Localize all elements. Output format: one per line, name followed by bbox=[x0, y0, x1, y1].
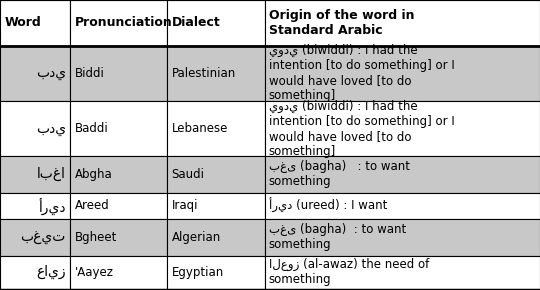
Text: يودي (biwiddi) : I had the
intention [to do something] or I
would have loved [to: يودي (biwiddi) : I had the intention [to… bbox=[269, 99, 455, 158]
Text: Origin of the word in
Standard Arabic: Origin of the word in Standard Arabic bbox=[269, 9, 414, 37]
Text: Palestinian: Palestinian bbox=[172, 67, 236, 80]
Bar bbox=[265, 156, 540, 193]
Bar bbox=[0, 46, 70, 101]
Text: 'Aayez: 'Aayez bbox=[75, 266, 113, 279]
Text: Iraqi: Iraqi bbox=[172, 200, 198, 212]
Text: بدي: بدي bbox=[36, 122, 66, 136]
Bar bbox=[167, 156, 265, 193]
Bar bbox=[167, 193, 265, 219]
Text: Areed: Areed bbox=[75, 200, 109, 212]
Text: Bgheet: Bgheet bbox=[75, 231, 117, 244]
Text: بغى (bagha)  : to want
something: بغى (bagha) : to want something bbox=[269, 224, 406, 251]
Bar bbox=[70, 101, 167, 156]
Text: العوز (al-awaz) the need of
something: العوز (al-awaz) the need of something bbox=[269, 258, 429, 286]
Text: Lebanese: Lebanese bbox=[172, 122, 228, 135]
Bar bbox=[167, 255, 265, 289]
Bar bbox=[0, 156, 70, 193]
Bar bbox=[70, 46, 167, 101]
Bar bbox=[167, 46, 265, 101]
Text: Baddi: Baddi bbox=[75, 122, 109, 135]
Bar bbox=[0, 219, 70, 255]
Text: يودي (biwiddi) : I had the
intention [to do something] or I
would have loved [to: يودي (biwiddi) : I had the intention [to… bbox=[269, 44, 455, 102]
Bar bbox=[70, 193, 167, 219]
Text: Algerian: Algerian bbox=[172, 231, 221, 244]
Bar bbox=[167, 219, 265, 255]
Bar bbox=[265, 255, 540, 289]
Bar bbox=[265, 46, 540, 101]
Text: Word: Word bbox=[4, 16, 41, 29]
Text: Dialect: Dialect bbox=[172, 16, 220, 29]
Text: Pronunciation: Pronunciation bbox=[75, 16, 172, 29]
Bar bbox=[70, 219, 167, 255]
Text: بغيت: بغيت bbox=[21, 231, 66, 244]
Text: بدي: بدي bbox=[36, 66, 66, 80]
Bar bbox=[167, 101, 265, 156]
Text: ابغا: ابغا bbox=[37, 167, 66, 182]
Text: Abgha: Abgha bbox=[75, 168, 112, 181]
Text: Saudi: Saudi bbox=[172, 168, 205, 181]
Bar bbox=[0, 0, 70, 46]
Text: Egyptian: Egyptian bbox=[172, 266, 224, 279]
Bar bbox=[0, 193, 70, 219]
Bar bbox=[265, 193, 540, 219]
Bar bbox=[265, 0, 540, 46]
Text: عايز: عايز bbox=[36, 265, 66, 279]
Text: بغى (bagha)   : to want
something: بغى (bagha) : to want something bbox=[269, 160, 410, 188]
Text: أريد (ureed) : I want: أريد (ureed) : I want bbox=[269, 198, 387, 213]
Bar bbox=[265, 219, 540, 255]
Bar bbox=[70, 255, 167, 289]
Text: أريد: أريد bbox=[38, 197, 66, 215]
Bar bbox=[70, 156, 167, 193]
Bar bbox=[167, 0, 265, 46]
Bar bbox=[265, 101, 540, 156]
Text: Biddi: Biddi bbox=[75, 67, 104, 80]
Bar bbox=[0, 255, 70, 289]
Bar bbox=[0, 101, 70, 156]
Bar bbox=[70, 0, 167, 46]
